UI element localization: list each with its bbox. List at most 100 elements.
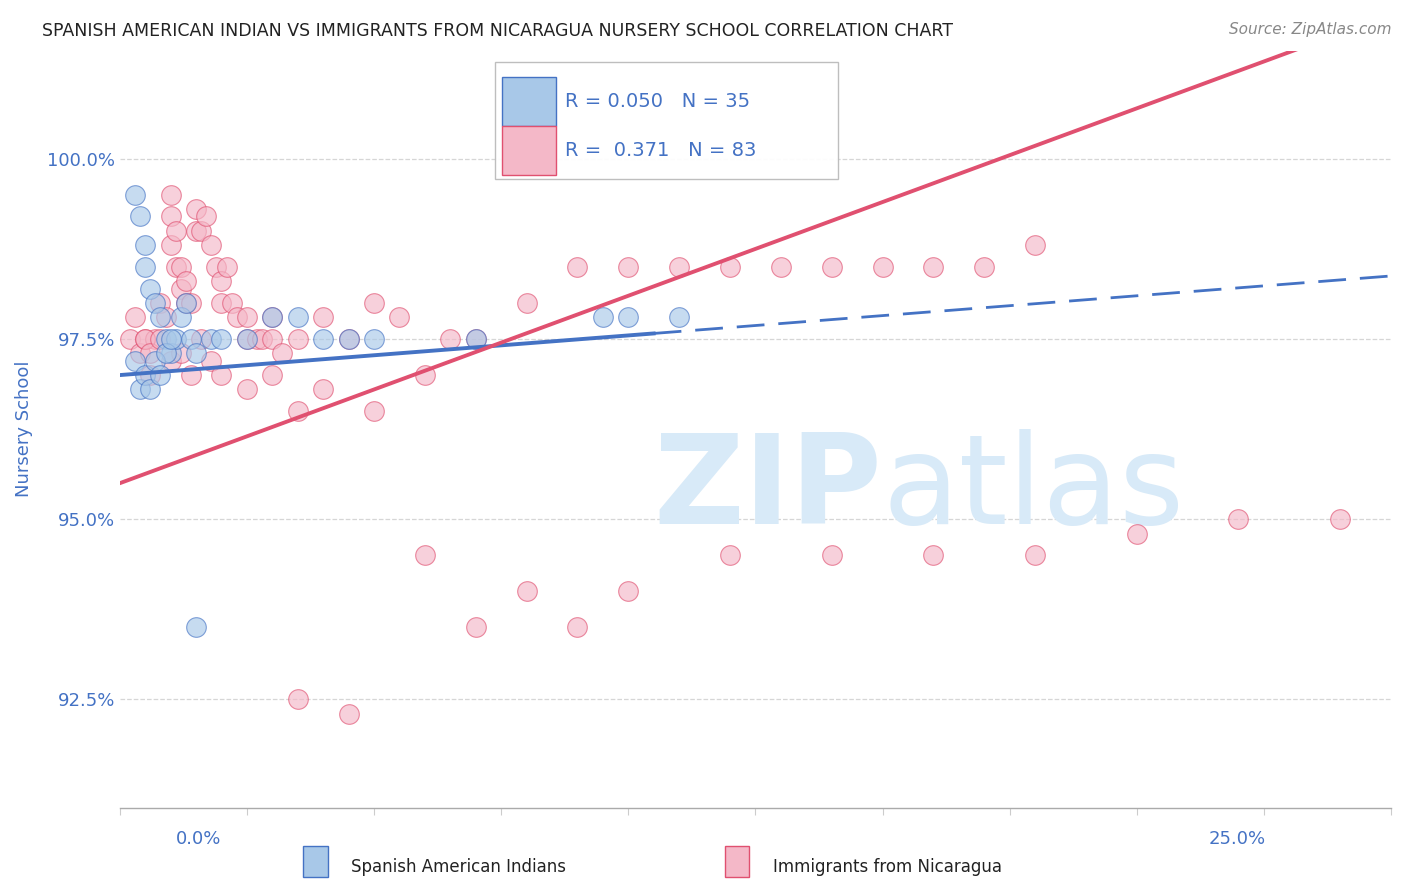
Point: [1227, 512, 1250, 526]
Point: [1024, 549, 1046, 563]
Point: [464, 620, 486, 634]
Point: [165, 224, 187, 238]
Point: [159, 353, 181, 368]
Point: [363, 404, 385, 418]
Point: [134, 368, 156, 382]
Point: [246, 332, 269, 346]
FancyBboxPatch shape: [495, 62, 838, 179]
Point: [143, 332, 166, 346]
Point: [118, 332, 141, 346]
Point: [134, 238, 156, 252]
Point: [1329, 512, 1351, 526]
Point: [174, 296, 197, 310]
Point: [236, 310, 259, 325]
Point: [174, 296, 197, 310]
Point: [149, 332, 172, 346]
Y-axis label: Nursery School: Nursery School: [15, 361, 32, 498]
Text: 0.0%: 0.0%: [176, 830, 221, 847]
Point: [184, 620, 207, 634]
Point: [129, 346, 152, 360]
Point: [287, 332, 309, 346]
Point: [567, 260, 589, 274]
Point: [165, 332, 187, 346]
Point: [155, 310, 177, 325]
Point: [973, 260, 995, 274]
Point: [139, 346, 162, 360]
Point: [139, 383, 162, 397]
Point: [221, 296, 243, 310]
Point: [250, 332, 273, 346]
Point: [149, 296, 172, 310]
Point: [262, 332, 284, 346]
Point: [134, 260, 156, 274]
Point: [184, 202, 207, 217]
Point: [287, 310, 309, 325]
Point: [129, 210, 152, 224]
Point: [211, 368, 233, 382]
Point: [124, 310, 146, 325]
Point: [180, 296, 202, 310]
FancyBboxPatch shape: [502, 127, 555, 175]
Point: [337, 706, 360, 721]
Point: [363, 296, 385, 310]
Point: [262, 310, 284, 325]
Point: [388, 310, 411, 325]
Point: [159, 187, 181, 202]
Point: [567, 620, 589, 634]
Point: [337, 332, 360, 346]
Point: [236, 332, 259, 346]
Point: [1125, 526, 1147, 541]
Point: [668, 310, 690, 325]
Point: [211, 332, 233, 346]
Point: [215, 260, 238, 274]
Point: [155, 332, 177, 346]
Point: [225, 310, 247, 325]
Point: [271, 346, 294, 360]
Point: [129, 383, 152, 397]
Point: [262, 310, 284, 325]
Point: [592, 310, 614, 325]
Point: [139, 282, 162, 296]
Point: [190, 332, 212, 346]
Point: [769, 260, 792, 274]
Point: [464, 332, 486, 346]
Point: [617, 260, 640, 274]
Point: [337, 332, 360, 346]
FancyBboxPatch shape: [502, 78, 555, 126]
Point: [143, 296, 166, 310]
Text: Source: ZipAtlas.com: Source: ZipAtlas.com: [1229, 22, 1392, 37]
Point: [287, 404, 309, 418]
Point: [159, 346, 181, 360]
Point: [124, 353, 146, 368]
Point: [200, 353, 222, 368]
Point: [149, 368, 172, 382]
Point: [718, 549, 741, 563]
Point: [312, 332, 335, 346]
Point: [190, 224, 212, 238]
Point: [134, 332, 156, 346]
Point: [211, 296, 233, 310]
Point: [124, 187, 146, 202]
Point: [184, 224, 207, 238]
Point: [159, 332, 181, 346]
Text: Spanish American Indians: Spanish American Indians: [352, 858, 567, 876]
Point: [718, 260, 741, 274]
Point: [617, 310, 640, 325]
Text: R = 0.050   N = 35: R = 0.050 N = 35: [565, 92, 749, 111]
Point: [139, 368, 162, 382]
Point: [200, 332, 222, 346]
Text: atlas: atlas: [883, 429, 1185, 550]
Point: [821, 549, 844, 563]
Point: [170, 310, 193, 325]
Point: [236, 383, 259, 397]
Point: [170, 260, 193, 274]
Point: [159, 210, 181, 224]
Point: [195, 210, 218, 224]
Point: [184, 346, 207, 360]
Point: [413, 549, 436, 563]
Point: [413, 368, 436, 382]
Point: [363, 332, 385, 346]
Point: [180, 368, 202, 382]
Point: [922, 260, 945, 274]
Point: [617, 584, 640, 599]
